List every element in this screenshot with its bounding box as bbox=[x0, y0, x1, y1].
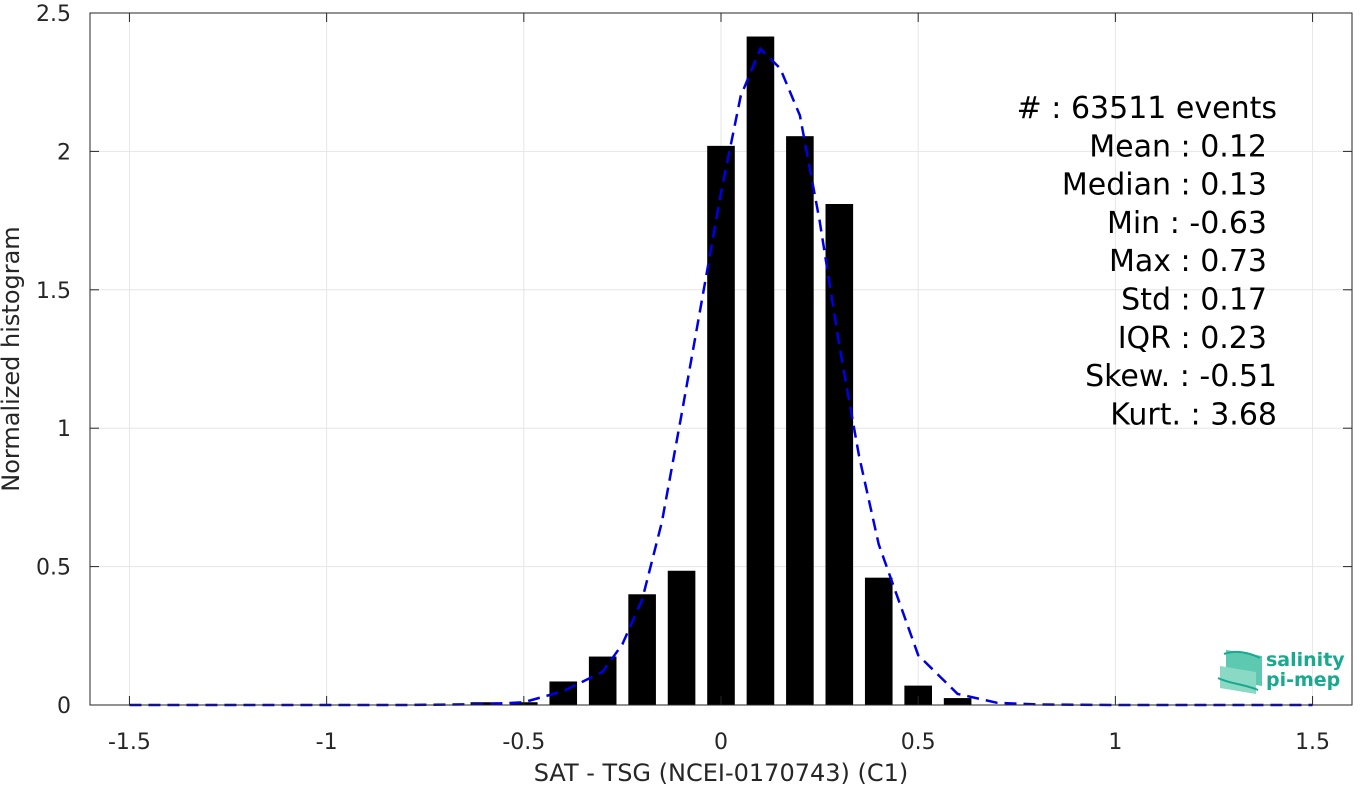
stat-line-6: IQR : 0.23 bbox=[1118, 321, 1267, 356]
bar-3 bbox=[588, 656, 617, 705]
stat-line-1: Mean : 0.12 bbox=[1089, 129, 1267, 164]
y-tick-label-1: 0.5 bbox=[36, 556, 71, 581]
bar-6 bbox=[707, 145, 735, 705]
bar-4 bbox=[628, 594, 656, 705]
stat-line-7: Skew. : -0.51 bbox=[1085, 359, 1277, 394]
bar-8 bbox=[786, 136, 814, 705]
logo-line1: salinity bbox=[1266, 649, 1345, 671]
y-tick-label-4: 2 bbox=[57, 140, 71, 165]
logo-line2: pi-mep bbox=[1266, 669, 1340, 691]
salinity-pimep-logo: salinity pi-mep bbox=[1217, 649, 1345, 694]
stat-line-8: Kurt. : 3.68 bbox=[1110, 397, 1277, 432]
bar-12 bbox=[943, 698, 972, 705]
x-tick-label-0: -1.5 bbox=[108, 730, 151, 755]
bar-0 bbox=[470, 702, 499, 705]
y-tick-label-5: 2.5 bbox=[36, 2, 71, 27]
x-tick-label-2: -0.5 bbox=[502, 730, 545, 755]
bar-7 bbox=[746, 36, 775, 705]
y-tick-label-3: 1.5 bbox=[36, 279, 71, 304]
stat-line-2: Median : 0.13 bbox=[1062, 168, 1267, 203]
x-tick-label-5: 1 bbox=[1108, 730, 1122, 755]
axes-frame bbox=[89, 12, 1353, 706]
x-tick-label-1: -1 bbox=[316, 730, 338, 755]
fit-curve bbox=[129, 46, 1313, 707]
stat-line-3: Min : -0.63 bbox=[1107, 206, 1267, 241]
y-tick-label-0: 0 bbox=[57, 694, 71, 719]
x-tick-label-6: 1.5 bbox=[1295, 730, 1330, 755]
bar-10 bbox=[864, 577, 893, 705]
logo-icon bbox=[1217, 650, 1262, 694]
x-axis-label: SAT - TSG (NCEI-0170743) (C1) bbox=[534, 759, 909, 785]
stat-line-5: Std : 0.17 bbox=[1121, 283, 1267, 318]
x-tick-label-3: 0 bbox=[714, 730, 728, 755]
tick-labels: -1.5 -1 -0.5 0 0.5 1 1.5 0 0.5 1 1.5 2 2.5 bbox=[36, 2, 1330, 755]
y-axis-label: Normalized histogram bbox=[0, 226, 25, 491]
y-tick-label-2: 1 bbox=[57, 417, 71, 442]
stat-line-4: Max : 0.73 bbox=[1109, 244, 1267, 279]
bar-5 bbox=[667, 570, 696, 705]
stat-line-0: # : 63511 events bbox=[1017, 91, 1277, 126]
bar-11 bbox=[904, 685, 932, 705]
fit-curve-layer bbox=[129, 46, 1313, 707]
x-tick-label-4: 0.5 bbox=[901, 730, 936, 755]
